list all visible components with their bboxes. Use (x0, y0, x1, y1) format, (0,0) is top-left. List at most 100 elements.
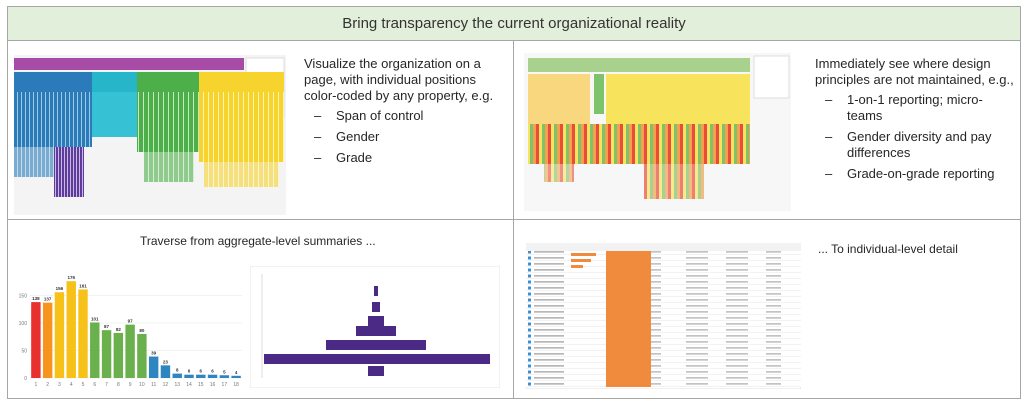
value-label: 23 (163, 359, 169, 364)
thumb-block (14, 58, 244, 70)
thumb-block (528, 74, 558, 96)
value-label: 138 (32, 296, 40, 301)
table-rows (526, 251, 801, 387)
thumb-strips (544, 164, 574, 182)
x-tick-label: 17 (222, 382, 228, 388)
x-tick-label: 3 (58, 382, 61, 388)
funnel-bar (264, 354, 490, 364)
thumb-block (14, 72, 92, 92)
bar (207, 374, 218, 378)
bar (31, 302, 41, 378)
table-bar (571, 265, 583, 268)
bar (184, 374, 194, 378)
bar (196, 374, 206, 378)
thumb-strips (144, 152, 194, 182)
value-label: 4 (235, 370, 238, 375)
value-label: 176 (67, 275, 75, 280)
thumb-strips (14, 92, 92, 147)
thumb-strips (14, 147, 54, 177)
thumb-legend (753, 55, 790, 99)
y-tick-label: 100 (19, 321, 28, 327)
thumb-block (92, 92, 137, 137)
x-tick-label: 18 (233, 382, 239, 388)
thumb-block (528, 58, 750, 72)
table-bar (571, 253, 596, 256)
x-tick-label: 1 (34, 382, 37, 388)
value-label: 6 (188, 369, 191, 374)
value-label: 39 (151, 351, 157, 356)
org-chart (524, 53, 791, 211)
bar (125, 324, 135, 378)
bullet-list: Span of control Gender Grade (304, 108, 504, 166)
thumb-strips (199, 92, 284, 162)
bar-chart: 0501001501138213731564176516161017878829… (19, 275, 242, 388)
intro: Visualize the organization on a page, wi… (304, 56, 494, 103)
x-tick-label: 13 (174, 382, 180, 388)
funnel-bar (326, 340, 426, 350)
bullet-list: 1-on-1 reporting; micro-teams Gender dive… (815, 92, 1015, 182)
funnel-bar (368, 366, 384, 376)
x-tick-label: 7 (105, 382, 108, 388)
x-tick-label: 6 (93, 382, 96, 388)
value-label: 5 (223, 369, 226, 374)
detail-table (526, 243, 801, 389)
value-label: 80 (139, 328, 145, 333)
bar (113, 332, 124, 378)
header-title: Bring transparency the current organizat… (342, 15, 686, 32)
thumb-strips (204, 162, 279, 187)
bullet: 1-on-1 reporting; micro-teams (815, 92, 1015, 124)
thumb-strips (137, 92, 199, 152)
x-tick-label: 2 (46, 382, 49, 388)
bar (172, 373, 182, 378)
bullet: Grade (304, 150, 504, 166)
x-tick-label: 10 (139, 382, 145, 388)
x-tick-label: 16 (210, 382, 216, 388)
table-column (606, 251, 651, 387)
x-tick-label: 5 (82, 382, 85, 388)
bullet: Gender diversity and pay differences (815, 129, 1015, 161)
header: Bring transparency the current organizat… (7, 6, 1021, 41)
thumb-block (558, 74, 590, 96)
bar (78, 289, 88, 378)
bar (66, 281, 76, 378)
panel-text: Visualize the organization on a page, wi… (304, 56, 504, 171)
thumb-block (528, 96, 590, 124)
bar (101, 330, 112, 378)
y-tick-label: 0 (24, 376, 27, 382)
y-tick-label: 50 (21, 349, 27, 355)
thumb-block (606, 96, 750, 124)
bar (231, 375, 241, 378)
x-tick-label: 11 (151, 382, 156, 388)
thumb-block (92, 72, 137, 92)
x-tick-label: 14 (186, 382, 192, 388)
thumb-strips (528, 124, 750, 164)
caption: ... To individual-level detail (818, 242, 958, 256)
funnel-bar (356, 326, 396, 336)
bar (219, 375, 230, 378)
thumb-block (594, 74, 604, 114)
x-tick-label: 4 (70, 382, 73, 388)
bullet: Grade-on-grade reporting (815, 166, 1015, 182)
bar (90, 322, 100, 378)
value-label: 97 (128, 319, 134, 324)
bullet: Span of control (304, 108, 504, 124)
bar (137, 334, 147, 378)
thumb-strips (54, 147, 84, 197)
value-label: 87 (104, 324, 110, 329)
value-label: 156 (56, 286, 64, 291)
caption: Traverse from aggregate-level summaries … (140, 234, 376, 248)
panel (513, 219, 1021, 399)
value-label: 137 (44, 297, 52, 302)
thumb-strips (644, 164, 704, 199)
value-label: 6 (200, 369, 203, 374)
table-bar (571, 259, 591, 262)
thumb-block (606, 74, 750, 96)
value-label: 82 (116, 327, 122, 332)
bullet: Gender (304, 129, 504, 145)
x-tick-label: 15 (198, 382, 204, 388)
x-tick-label: 9 (129, 382, 132, 388)
value-label: 6 (211, 369, 214, 374)
value-label: 101 (91, 316, 99, 321)
thumb-block (137, 72, 199, 92)
